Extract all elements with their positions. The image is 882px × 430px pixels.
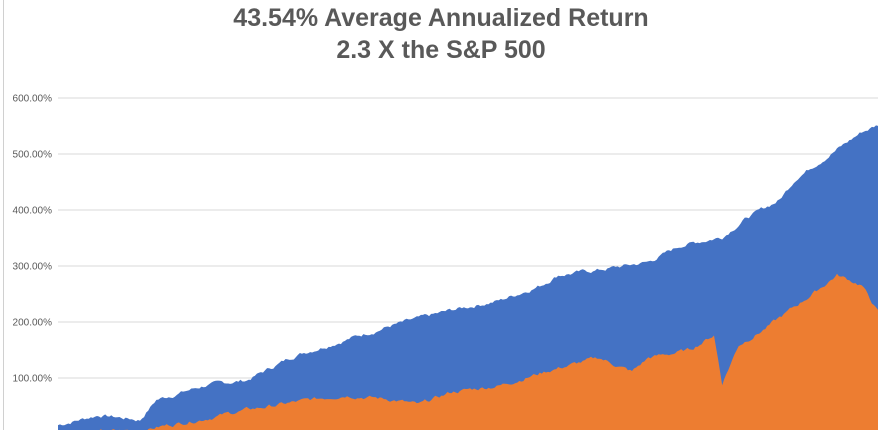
chart-title: 43.54% Average Annualized Return <box>233 4 649 32</box>
y-tick-label: 400.00% <box>13 206 53 217</box>
chart-subtitle: 2.3 X the S&P 500 <box>336 36 546 64</box>
y-tick-label: 100.00% <box>13 374 53 385</box>
y-tick-label: 600.00% <box>13 94 53 105</box>
area-series-strategy <box>58 125 878 430</box>
y-tick-label: 300.00% <box>13 262 53 273</box>
y-tick-label: 500.00% <box>13 150 53 161</box>
y-tick-label: 200.00% <box>13 318 53 329</box>
area-series-sp500 <box>99 273 878 430</box>
left-edge-divider <box>0 0 4 430</box>
